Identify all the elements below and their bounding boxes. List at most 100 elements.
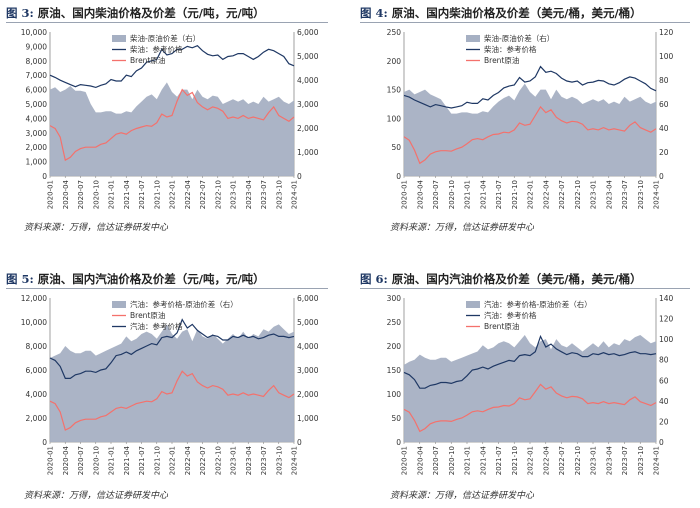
legend-label: 汽油：参考价格-原油价差（右）	[130, 299, 238, 309]
left-tick-label: 9,000	[26, 42, 48, 51]
x-tick-label: 2020-10	[92, 446, 100, 475]
x-tick-label: 2023-07	[260, 180, 268, 209]
chart-panel-5: 图 5: 原油、国内汽油价格及价差（元/吨，元/吨） 0 2,000 4,000 6,…	[6, 270, 328, 504]
x-tick-label: 2021-04	[123, 179, 131, 209]
legend-label: 汽油：参考价格	[130, 321, 183, 331]
right-tick-label: 3,000	[297, 366, 319, 375]
legend-label: 汽油：参考价格	[484, 310, 537, 320]
chart-title: 图 4: 原油、国内柴油价格及价差（美元/桶，美元/桶）	[360, 4, 690, 23]
left-tick-label: 0	[396, 172, 401, 181]
left-tick-label: 0	[42, 438, 47, 447]
x-tick-label: 2020-10	[448, 180, 456, 209]
legend-label: Brent原油	[130, 310, 165, 320]
right-tick-label: 20	[659, 417, 669, 426]
right-tick-label: 1,000	[297, 148, 319, 157]
chart-panel-4: 图 4: 原油、国内柴油价格及价差（美元/桶，美元/桶） 0 50 100 150 20…	[360, 4, 690, 236]
right-tick-label: 100	[659, 52, 674, 61]
x-tick-label: 2022-01	[527, 446, 535, 475]
x-tick-label: 2024-01	[291, 180, 299, 209]
x-tick-label: 2020-01	[47, 446, 55, 475]
right-tick-label: 60	[659, 376, 669, 385]
legend-label: 柴油-原油价差（右）	[484, 33, 554, 43]
left-tick-label: 4,000	[26, 390, 48, 399]
x-tick-label: 2021-01	[464, 180, 472, 209]
series-line	[403, 383, 657, 433]
chart-source: 资料来源：万得，信达证券研发中心	[24, 491, 169, 501]
right-tick-label: 6,000	[297, 294, 319, 303]
x-tick-label: 2024-01	[653, 180, 661, 209]
x-tick-label: 2022-07	[558, 446, 566, 475]
left-tick-label: 200	[387, 342, 402, 351]
x-tick-label: 2022-10	[214, 180, 222, 209]
right-tick-label: 100	[659, 335, 674, 344]
series-line	[403, 65, 657, 109]
left-tick-label: 0	[396, 438, 401, 447]
series-line	[403, 334, 657, 389]
x-tick-label: 2020-07	[77, 446, 85, 475]
left-tick-label: 3,000	[26, 129, 48, 138]
left-tick-label: 50	[391, 414, 401, 423]
chart-title: 图 6: 原油、国内汽油价格及价差（美元/桶，美元/桶）	[360, 270, 690, 289]
x-tick-label: 2022-04	[542, 445, 550, 475]
right-tick-label: 0	[659, 172, 664, 181]
x-tick-label: 2024-01	[653, 446, 661, 475]
x-tick-label: 2020-07	[77, 180, 85, 209]
right-tick-label: 5,000	[297, 318, 319, 327]
right-tick-label: 2,000	[297, 124, 319, 133]
x-tick-label: 2023-07	[621, 446, 629, 475]
chart-plot: 0 50 100 150 200 250 0 20 40 60 80 100 120 2020-01 202…	[387, 28, 674, 209]
left-tick-label: 10,000	[21, 318, 47, 327]
x-tick-label: 2023-07	[260, 446, 268, 475]
x-tick-label: 2021-01	[464, 446, 472, 475]
left-tick-label: 150	[387, 366, 402, 375]
left-tick-label: 100	[387, 390, 402, 399]
left-tick-label: 0	[42, 172, 47, 181]
x-tick-label: 2021-07	[138, 180, 146, 209]
right-tick-label: 4,000	[297, 76, 319, 85]
left-tick-label: 50	[391, 143, 401, 152]
x-tick-label: 2023-10	[275, 180, 283, 209]
x-tick-label: 2022-04	[184, 179, 192, 209]
chart-source: 资料来源：万得，信达证券研发中心	[24, 223, 169, 233]
series-area	[404, 335, 656, 442]
left-tick-label: 150	[387, 86, 402, 95]
left-tick-label: 1,000	[26, 158, 48, 167]
series-area	[50, 82, 294, 176]
x-tick-label: 2022-10	[574, 180, 582, 209]
right-tick-label: 80	[659, 356, 669, 365]
x-tick-label: 2024-01	[291, 446, 299, 475]
chart-number: 图 4:	[360, 6, 388, 20]
left-tick-label: 8,000	[26, 342, 48, 351]
x-tick-label: 2021-04	[479, 445, 487, 475]
x-tick-label: 2023-10	[275, 446, 283, 475]
x-tick-label: 2023-01	[230, 180, 238, 209]
x-tick-label: 2020-01	[401, 180, 409, 209]
chart-title-text: 原油、国内柴油价格及价差（美元/桶，美元/桶）	[391, 6, 642, 20]
x-tick-label: 2020-07	[432, 180, 440, 209]
legend-label: Brent原油	[484, 321, 519, 331]
chart-number: 图 3:	[6, 6, 34, 20]
left-tick-label: 200	[387, 57, 402, 66]
x-tick-label: 2023-01	[230, 446, 238, 475]
x-tick-label: 2023-04	[245, 179, 253, 209]
right-tick-label: 40	[659, 124, 669, 133]
left-tick-label: 4,000	[26, 114, 48, 123]
left-tick-label: 5,000	[26, 100, 48, 109]
chart-plot: 0 50 100 150 200 250 300 0 20 40 60 80 100 120 140 2020…	[387, 294, 674, 475]
x-tick-label: 2021-04	[479, 179, 487, 209]
right-tick-label: 120	[659, 315, 674, 324]
right-tick-label: 140	[659, 294, 674, 303]
right-tick-label: 1,000	[297, 414, 319, 423]
right-tick-label: 4,000	[297, 342, 319, 351]
x-tick-label: 2021-01	[108, 446, 116, 475]
chart-title-text: 原油、国内汽油价格及价差（元/吨，元/吨）	[37, 272, 265, 286]
x-tick-label: 2020-10	[92, 180, 100, 209]
series-line	[49, 318, 295, 379]
series-area	[50, 324, 294, 442]
left-tick-label: 8,000	[26, 57, 48, 66]
x-tick-label: 2021-01	[108, 180, 116, 209]
x-tick-label: 2020-01	[401, 446, 409, 475]
x-tick-label: 2022-01	[527, 180, 535, 209]
x-tick-label: 2023-07	[621, 180, 629, 209]
x-tick-label: 2022-07	[199, 446, 207, 475]
